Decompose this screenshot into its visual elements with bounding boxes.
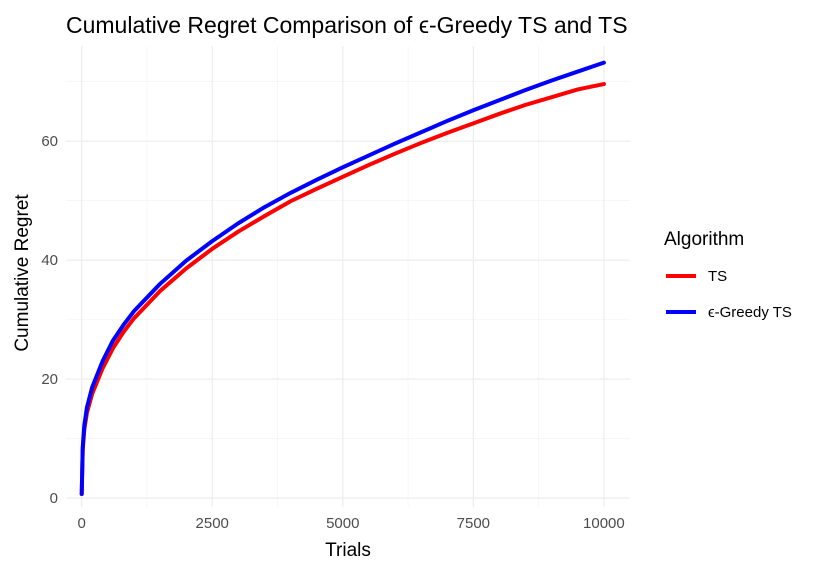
- legend-label: TS: [708, 268, 727, 285]
- x-axis-ticks: 0 2500 5000 7500 10000: [77, 515, 624, 532]
- legend: Algorithm TS ϵ-Greedy TS: [664, 229, 792, 321]
- legend-title: Algorithm: [664, 229, 744, 250]
- legend-label: ϵ-Greedy TS: [708, 304, 792, 321]
- series-line-epsilon-greedy-ts: [79, 60, 606, 496]
- x-tick-label: 0: [77, 515, 85, 532]
- x-axis-title: Trials: [325, 540, 371, 561]
- legend-items: TS ϵ-Greedy TS: [666, 268, 792, 321]
- x-tick-label: 10000: [583, 515, 625, 532]
- y-tick-label: 0: [50, 490, 58, 507]
- y-tick-label: 60: [41, 133, 58, 150]
- x-tick-label: 2500: [196, 515, 229, 532]
- x-tick-label: 5000: [326, 515, 359, 532]
- y-axis-ticks: 0 20 40 60: [41, 133, 58, 507]
- series-lines: [79, 60, 606, 496]
- y-axis-title: Cumulative Regret: [12, 194, 33, 352]
- grid: [66, 46, 630, 507]
- x-tick-label: 7500: [457, 515, 490, 532]
- y-tick-label: 20: [41, 371, 58, 388]
- series-line-ts: [79, 82, 606, 496]
- y-tick-label: 40: [41, 252, 58, 269]
- chart-title: Cumulative Regret Comparison of ϵ-Greedy…: [66, 12, 628, 38]
